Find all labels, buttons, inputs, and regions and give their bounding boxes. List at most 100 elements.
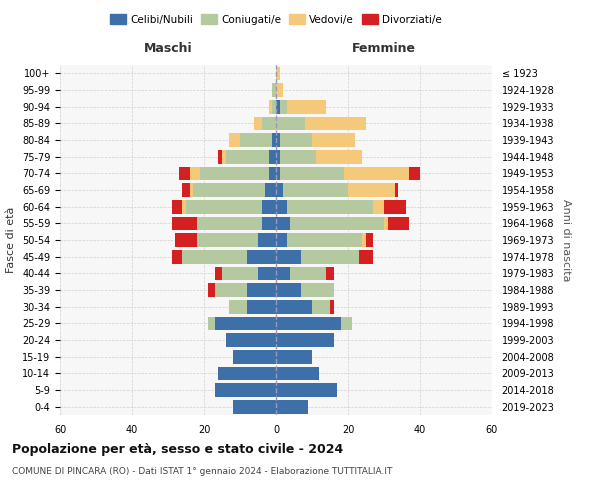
Bar [388,216,409,230]
Bar [280,166,344,180]
Bar [301,250,359,264]
Bar [312,300,330,314]
Bar [348,183,395,197]
Bar [276,166,280,180]
Bar [287,200,373,213]
Bar [395,183,398,197]
Bar [280,133,312,147]
Bar [362,233,366,247]
Bar [384,200,406,213]
Bar [276,283,301,297]
Bar [283,183,348,197]
Bar [215,266,222,280]
Bar [269,150,276,164]
Bar [226,150,269,164]
Bar [276,83,283,97]
Bar [276,66,280,80]
Bar [193,183,265,197]
Bar [280,150,316,164]
Bar [276,333,334,347]
Bar [276,383,337,397]
Bar [222,150,226,164]
Bar [222,266,258,280]
Bar [226,333,276,347]
Bar [287,100,326,114]
Bar [276,316,341,330]
Bar [409,166,420,180]
Bar [272,83,276,97]
Bar [276,150,280,164]
Bar [262,116,276,130]
Bar [280,100,287,114]
Bar [240,133,272,147]
Bar [179,166,190,180]
Bar [190,166,200,180]
Bar [172,250,182,264]
Bar [276,216,290,230]
Bar [305,116,366,130]
Text: Popolazione per età, sesso e stato civile - 2024: Popolazione per età, sesso e stato civil… [12,442,343,456]
Bar [233,400,276,413]
Bar [276,400,308,413]
Bar [215,383,276,397]
Bar [172,200,182,213]
Bar [290,216,384,230]
Bar [254,116,262,130]
Bar [247,283,276,297]
Bar [218,366,276,380]
Bar [272,133,276,147]
Bar [276,250,301,264]
Bar [384,216,388,230]
Bar [276,116,305,130]
Bar [175,233,197,247]
Bar [197,216,262,230]
Bar [258,233,276,247]
Y-axis label: Fasce di età: Fasce di età [7,207,16,273]
Bar [172,216,197,230]
Bar [290,266,326,280]
Bar [182,250,247,264]
Bar [272,100,276,114]
Y-axis label: Anni di nascita: Anni di nascita [561,198,571,281]
Bar [341,316,352,330]
Bar [233,350,276,364]
Bar [247,300,276,314]
Bar [258,266,276,280]
Bar [269,166,276,180]
Bar [208,316,215,330]
Bar [312,133,355,147]
Bar [276,183,283,197]
Bar [208,283,215,297]
Bar [229,133,240,147]
Text: Femmine: Femmine [352,42,416,55]
Text: COMUNE DI PINCARA (RO) - Dati ISTAT 1° gennaio 2024 - Elaborazione TUTTITALIA.IT: COMUNE DI PINCARA (RO) - Dati ISTAT 1° g… [12,468,392,476]
Bar [276,300,312,314]
Bar [190,183,193,197]
Bar [247,250,276,264]
Bar [262,200,276,213]
Bar [301,283,334,297]
Bar [269,100,272,114]
Legend: Celibi/Nubili, Coniugati/e, Vedovi/e, Divorziati/e: Celibi/Nubili, Coniugati/e, Vedovi/e, Di… [106,10,446,29]
Bar [197,233,258,247]
Bar [200,166,269,180]
Bar [215,283,247,297]
Bar [182,200,186,213]
Bar [359,250,373,264]
Bar [229,300,247,314]
Bar [373,200,384,213]
Bar [215,316,276,330]
Bar [276,233,287,247]
Bar [330,300,334,314]
Bar [276,133,280,147]
Bar [276,366,319,380]
Bar [344,166,409,180]
Bar [265,183,276,197]
Bar [366,233,373,247]
Bar [262,216,276,230]
Bar [276,266,290,280]
Bar [276,350,312,364]
Text: Maschi: Maschi [143,42,193,55]
Bar [276,200,287,213]
Bar [287,233,362,247]
